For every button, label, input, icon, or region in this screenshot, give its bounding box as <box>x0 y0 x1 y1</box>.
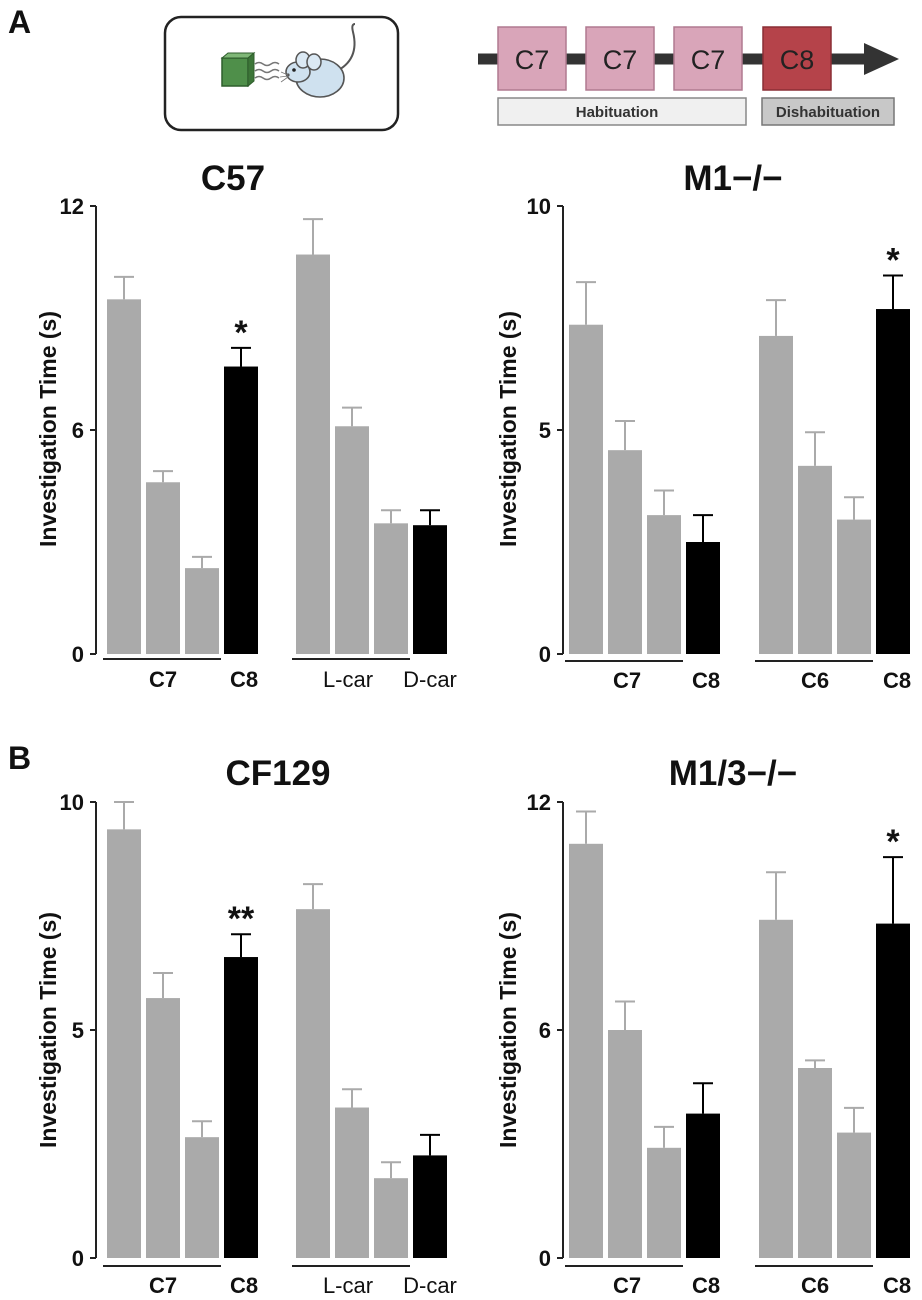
category-label: C8 <box>692 668 720 693</box>
y-tick-label: 0 <box>72 1246 84 1271</box>
habituation-bar <box>146 998 180 1258</box>
significance-marker: ** <box>228 900 255 938</box>
y-tick-label: 12 <box>60 194 84 219</box>
timeline-block-1-label: C7 <box>515 45 550 75</box>
chart-m1-knockout: M1−/− Investigation Time (s) 10 5 0 C7 C8… <box>495 159 911 693</box>
category-label: L-car <box>323 667 373 692</box>
habituation-bar <box>296 909 330 1258</box>
y-tick-label: 0 <box>539 1246 551 1271</box>
category-label: C8 <box>230 667 258 692</box>
y-tick-label: 10 <box>527 194 551 219</box>
habituation-box <box>497 97 747 126</box>
y-tick-label: 10 <box>60 790 84 815</box>
timeline-block-3-label: C7 <box>691 45 726 75</box>
habituation-label: Habituation <box>576 104 659 121</box>
habituation-bar <box>374 523 408 654</box>
habituation-bar <box>107 299 141 654</box>
habituation-bar <box>608 450 642 654</box>
timeline-block-1 <box>497 26 567 91</box>
y-axis-label: Investigation Time (s) <box>35 311 61 547</box>
habituation-bar <box>759 335 793 654</box>
test-bar <box>413 525 447 654</box>
y-tick-label: 5 <box>72 1018 84 1043</box>
dishabituation-box <box>761 97 895 126</box>
test-bar <box>224 957 258 1258</box>
schematic-frame <box>163 15 400 132</box>
category-label: C8 <box>883 668 911 693</box>
habituation-bar <box>569 843 603 1258</box>
habituation-bar <box>107 829 141 1258</box>
protocol-timeline: C7 C7 C7 C8 Habituation Dishabituation <box>478 26 899 126</box>
category-label: C7 <box>149 1273 177 1298</box>
y-axis-label: Investigation Time (s) <box>495 912 521 1148</box>
habituation-bar <box>647 515 681 654</box>
chart-title: M1−/− <box>683 159 782 198</box>
habituation-bar <box>374 1178 408 1258</box>
mouse-odor-schematic <box>163 15 400 132</box>
y-tick-label: 0 <box>539 642 551 667</box>
timeline-block-4 <box>762 26 832 91</box>
category-label: C7 <box>613 1273 641 1298</box>
habituation-bar <box>185 568 219 654</box>
habituation-bar <box>798 465 832 654</box>
y-tick-label: 12 <box>527 790 551 815</box>
y-tick-label: 6 <box>539 1018 551 1043</box>
category-label: D-car <box>403 1273 457 1298</box>
test-bar <box>224 366 258 654</box>
chart-title: CF129 <box>225 754 330 793</box>
chart-title: C57 <box>201 159 265 198</box>
y-axis-label: Investigation Time (s) <box>495 311 521 547</box>
chart-cf129: CF129 Investigation Time (s) 10 5 0 ** C7… <box>35 754 457 1298</box>
category-label: L-car <box>323 1273 373 1298</box>
chart-c57: C57 Investigation Time (s) 12 6 0 * C7 C8 L… <box>35 159 457 692</box>
arrow-head-icon <box>864 43 899 75</box>
habituation-bar <box>569 324 603 654</box>
test-bar <box>876 309 910 654</box>
category-label: C6 <box>801 668 829 693</box>
timeline-block-4-label: C8 <box>780 45 815 75</box>
test-bar <box>876 923 910 1258</box>
chart-title: M1/3−/− <box>669 754 797 793</box>
timeline-block-2-label: C7 <box>603 45 638 75</box>
habituation-bar <box>798 1068 832 1258</box>
habituation-bar <box>296 254 330 655</box>
habituation-bar <box>146 482 180 654</box>
panel-letter-a: A <box>8 4 31 40</box>
y-tick-label: 6 <box>72 418 84 443</box>
timeline-block-3 <box>673 26 743 91</box>
habituation-bar <box>608 1030 642 1258</box>
habituation-bar <box>647 1147 681 1258</box>
odor-cube-icon <box>220 51 256 88</box>
habituation-bar <box>759 919 793 1258</box>
category-label: C6 <box>801 1273 829 1298</box>
significance-marker: * <box>886 823 900 861</box>
significance-marker: * <box>886 241 900 279</box>
test-bar <box>686 542 720 654</box>
y-tick-label: 5 <box>539 418 551 443</box>
y-axis-label: Investigation Time (s) <box>35 912 61 1148</box>
habituation-bar <box>837 519 871 654</box>
category-label: C7 <box>149 667 177 692</box>
significance-marker: * <box>234 314 248 352</box>
category-label: C8 <box>230 1273 258 1298</box>
dishabituation-label: Dishabituation <box>776 104 880 121</box>
odor-waves-icon <box>254 61 280 81</box>
category-label: C7 <box>613 668 641 693</box>
habituation-bar <box>335 1107 369 1258</box>
habituation-bar <box>837 1132 871 1258</box>
y-tick-label: 0 <box>72 642 84 667</box>
timeline-block-2 <box>585 26 655 91</box>
test-bar <box>686 1113 720 1258</box>
category-label: C8 <box>883 1273 911 1298</box>
category-label: D-car <box>403 667 457 692</box>
panel-letter-b: B <box>8 740 31 776</box>
test-bar <box>413 1155 447 1258</box>
category-label: C8 <box>692 1273 720 1298</box>
habituation-bar <box>335 426 369 654</box>
habituation-bar <box>185 1137 219 1258</box>
mouse-icon <box>279 23 356 98</box>
chart-m1-3-knockout: M1/3−/− Investigation Time (s) 12 6 0 C7… <box>495 754 911 1298</box>
